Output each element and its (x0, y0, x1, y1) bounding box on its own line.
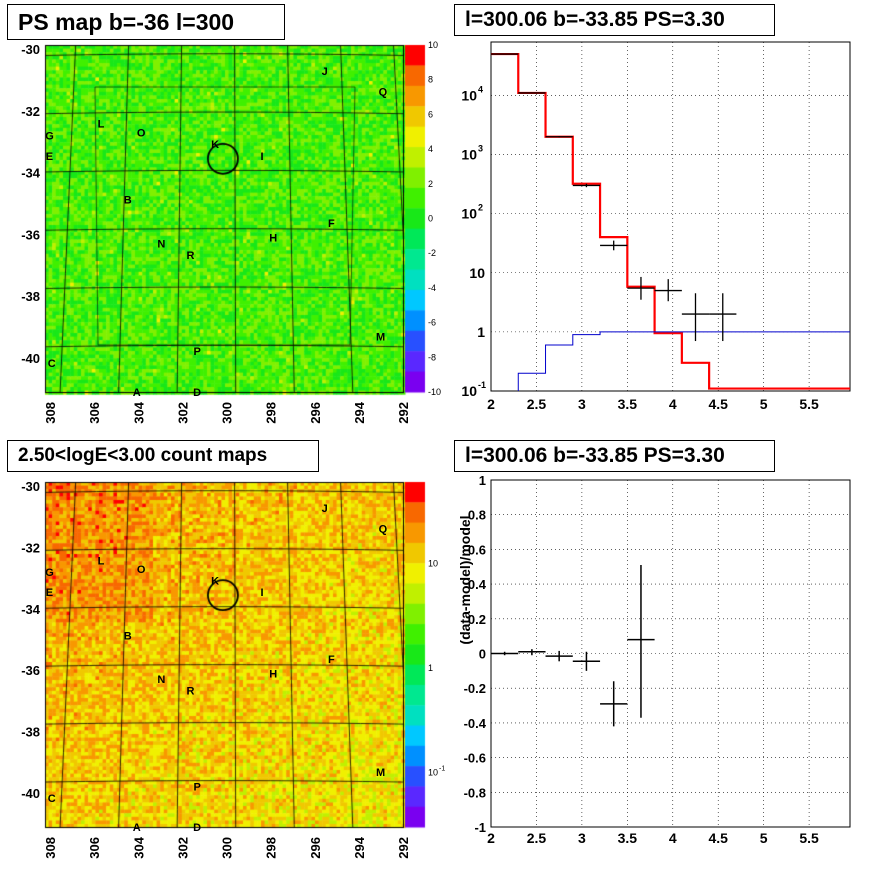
ps-map-title: PS map b=-36 l=300 (7, 4, 285, 40)
spectrum-title: l=300.06 b=-33.85 PS=3.30 (454, 4, 775, 36)
residual-title: l=300.06 b=-33.85 PS=3.30 (454, 440, 775, 472)
count-map-title: 2.50<logE<3.00 count maps (7, 440, 319, 472)
